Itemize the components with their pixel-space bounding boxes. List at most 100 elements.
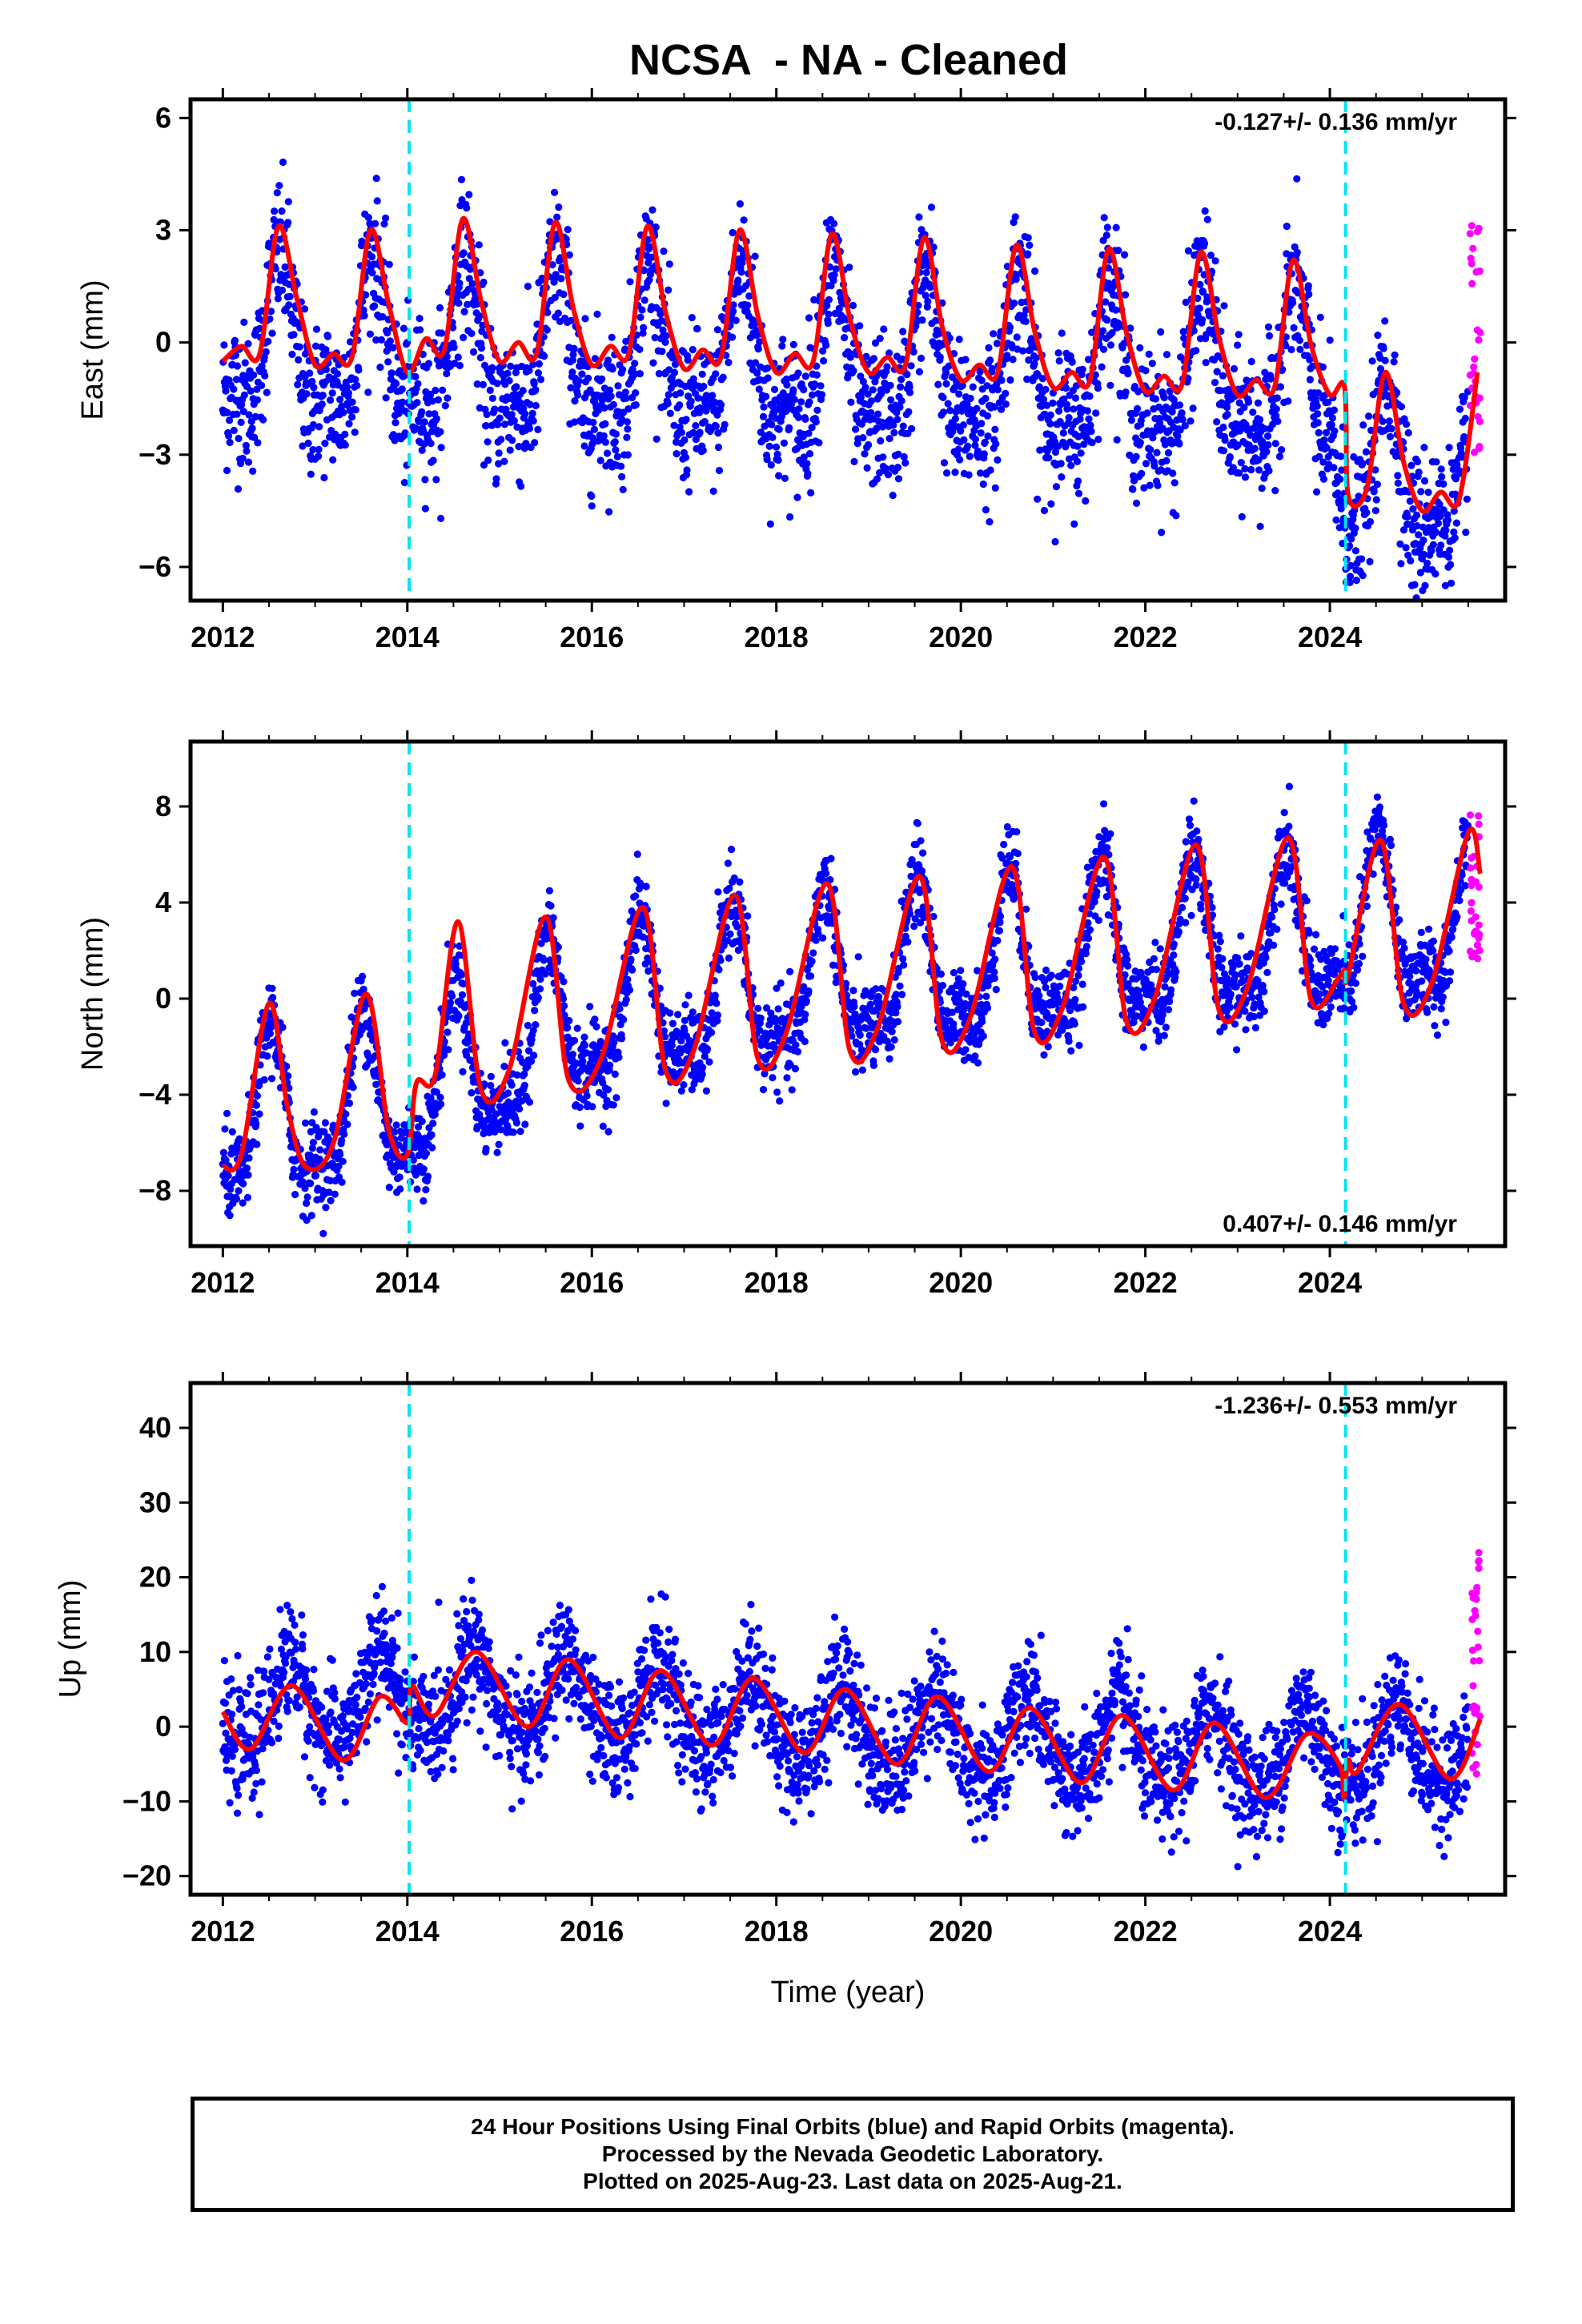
- data-point: [823, 302, 831, 310]
- data-point: [318, 400, 326, 408]
- data-point: [897, 396, 905, 405]
- data-point: [684, 356, 692, 364]
- data-point: [605, 508, 613, 516]
- data-point: [959, 421, 967, 429]
- data-point: [303, 1193, 311, 1201]
- data-point: [682, 416, 690, 424]
- data-point: [221, 1125, 229, 1133]
- data-point: [652, 435, 661, 443]
- data-point: [829, 276, 837, 284]
- data-point: [584, 374, 592, 382]
- data-point: [320, 1128, 328, 1136]
- data-point: [1010, 300, 1018, 308]
- data-point: [1431, 570, 1439, 578]
- data-point: [1062, 384, 1070, 392]
- data-point: [1453, 460, 1461, 469]
- data-point: [1326, 336, 1334, 344]
- data-point: [242, 441, 250, 449]
- data-point: [624, 405, 632, 413]
- data-point: [525, 1098, 534, 1106]
- data-point: [360, 312, 368, 320]
- data-point: [888, 1027, 896, 1035]
- data-point: [881, 464, 889, 472]
- data-point: [371, 219, 379, 227]
- data-point: [1074, 489, 1083, 497]
- data-point: [988, 949, 996, 957]
- data-point: [530, 380, 538, 388]
- data-point: [586, 386, 594, 394]
- data-point: [988, 364, 996, 372]
- data-point: [836, 288, 844, 296]
- data-point: [1323, 444, 1331, 452]
- data-point: [271, 207, 279, 215]
- data-point: [1352, 577, 1360, 585]
- data-point: [893, 464, 902, 472]
- data-point: [622, 995, 630, 1003]
- data-point: [713, 1017, 721, 1025]
- data-point: [818, 391, 826, 399]
- data-point: [531, 1007, 539, 1015]
- data-point: [764, 374, 772, 382]
- data-point: [244, 458, 253, 466]
- data-point: [644, 967, 652, 975]
- data-point: [1071, 394, 1079, 402]
- data-point: [568, 368, 576, 376]
- data-point: [1351, 525, 1359, 533]
- data-point: [717, 400, 725, 409]
- data-point: [522, 440, 530, 448]
- data-point: [898, 897, 906, 905]
- data-point: [950, 1020, 958, 1028]
- data-point: [1057, 460, 1065, 468]
- data-point: [517, 482, 525, 490]
- data-point: [732, 907, 740, 915]
- data-point: [400, 1159, 408, 1168]
- data-point: [1381, 356, 1389, 364]
- data-point: [548, 261, 556, 269]
- data-point: [1327, 420, 1335, 429]
- data-point: [1441, 532, 1449, 540]
- data-point: [284, 219, 292, 227]
- data-point: [887, 396, 895, 404]
- data-point: [612, 430, 620, 438]
- data-point: [247, 387, 255, 395]
- data-point: [448, 992, 456, 1000]
- data-point: [601, 438, 610, 446]
- data-point: [1094, 384, 1102, 392]
- data-point: [364, 388, 372, 396]
- data-point: [1162, 351, 1171, 359]
- data-point: [982, 395, 990, 403]
- data-point: [223, 1109, 231, 1117]
- data-point: [1429, 541, 1437, 549]
- data-point: [516, 1105, 524, 1113]
- data-point: [1184, 247, 1192, 255]
- data-point: [1070, 520, 1078, 529]
- data-point: [632, 389, 640, 397]
- data-point: [1175, 440, 1183, 448]
- data-point: [385, 260, 393, 268]
- data-point: [1151, 395, 1160, 403]
- data-point: [590, 425, 599, 433]
- data-point: [1024, 234, 1032, 242]
- data-point: [457, 971, 466, 979]
- data-point: [1086, 392, 1094, 400]
- data-point: [914, 301, 922, 309]
- data-point: [323, 332, 332, 340]
- data-point: [351, 989, 359, 997]
- data-point: [366, 219, 374, 227]
- data-point: [982, 992, 990, 1000]
- data-point: [437, 1100, 445, 1108]
- data-point: [321, 1119, 329, 1127]
- data-point: [762, 392, 770, 400]
- data-point: [409, 1156, 417, 1164]
- data-point: [516, 399, 524, 407]
- data-point: [568, 1051, 577, 1059]
- data-point: [660, 247, 668, 255]
- data-point: [588, 492, 596, 501]
- data-point: [307, 1128, 315, 1136]
- final-orbit-points: [219, 158, 1472, 601]
- data-point: [1083, 407, 1091, 415]
- data-point: [501, 1039, 509, 1047]
- data-point: [469, 348, 478, 356]
- data-point: [900, 452, 908, 461]
- data-point: [468, 1089, 476, 1097]
